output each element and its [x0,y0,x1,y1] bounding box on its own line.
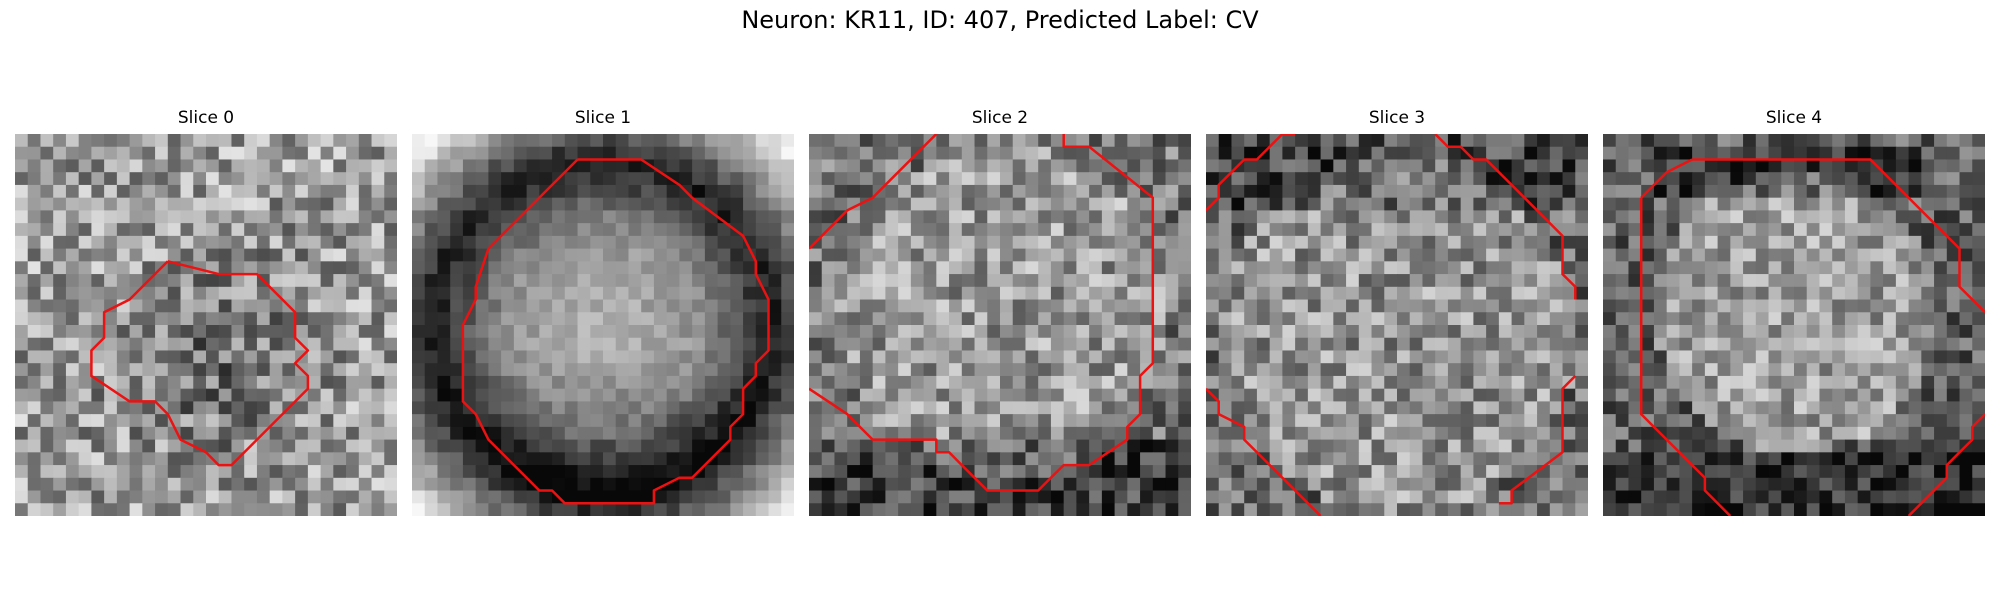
slice-image-0 [15,134,397,516]
slice-title-4: Slice 4 [1765,108,1823,128]
segmentation-contour [1692,158,1985,314]
segmentation-contour [809,134,938,250]
slice-image-1 [412,134,794,516]
segmentation-contour [90,260,310,467]
segmentation-contour [1206,387,1322,516]
slice-title-3: Slice 3 [1368,108,1426,128]
segmentation-contour [809,134,1155,492]
segmentation-contour [1640,158,1693,199]
slice-image-2 [809,134,1191,516]
segmentation-contour [461,158,770,505]
segmentation-contour [1434,134,1577,300]
slice-image-4 [1603,134,1985,516]
pixel-grid [15,134,397,516]
slice-image-3 [1206,134,1588,516]
segmentation-contour [1639,197,1732,516]
segmentation-contour [1206,134,1296,212]
segmentation-contour [1907,413,1985,516]
pixel-grid [809,134,1191,516]
slice-title-0: Slice 0 [177,108,235,128]
figure-title: Neuron: KR11, ID: 407, Predicted Label: … [741,6,1259,34]
pixel-grid [1206,134,1588,516]
pixel-grid [412,134,794,516]
pixel-grid [1603,134,1985,516]
slice-title-1: Slice 1 [574,108,632,128]
segmentation-contour [1498,375,1577,505]
slice-title-2: Slice 2 [971,108,1029,128]
